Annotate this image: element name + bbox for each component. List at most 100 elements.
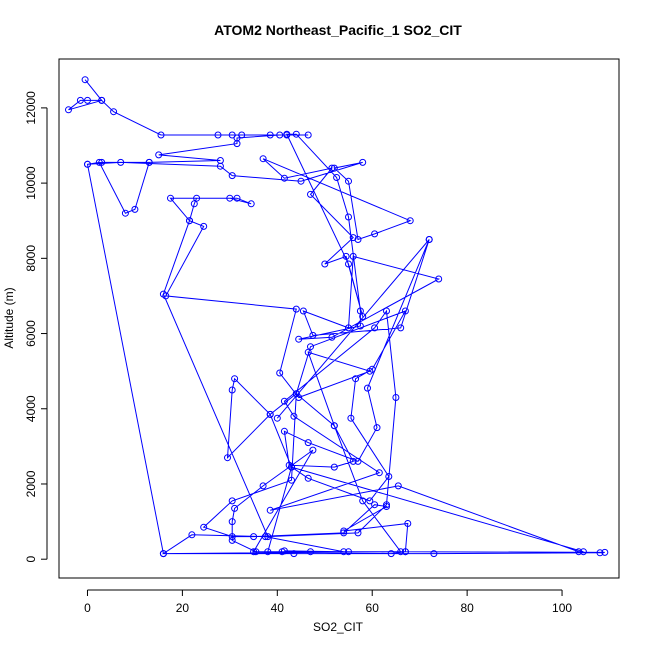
data-point — [425, 236, 433, 243]
data-point — [261, 533, 269, 541]
data-point — [345, 548, 352, 556]
y-tick-label: 0 — [24, 556, 38, 563]
data-point — [252, 548, 260, 556]
data-point — [290, 550, 298, 558]
data-point — [347, 414, 355, 422]
data-point — [259, 155, 267, 163]
data-point — [280, 547, 288, 555]
data-point — [359, 158, 367, 166]
data-point — [159, 550, 167, 558]
data-point — [76, 96, 84, 104]
data-point — [276, 131, 284, 139]
data-point — [65, 106, 72, 114]
data-point — [167, 194, 174, 202]
series — [65, 76, 609, 558]
series-line — [68, 79, 605, 555]
data-point — [283, 130, 291, 138]
data-point — [233, 194, 241, 202]
y-tick-label: 2000 — [24, 470, 38, 497]
data-point — [307, 190, 314, 198]
data-point — [228, 386, 236, 394]
data-point — [231, 504, 239, 512]
y-tick-label: 6000 — [24, 320, 38, 347]
data-point — [349, 234, 357, 242]
data-point — [110, 108, 118, 116]
data-point — [385, 473, 393, 480]
data-point — [280, 427, 288, 435]
data-point — [200, 222, 208, 230]
data-point — [280, 397, 288, 405]
data-point — [394, 482, 402, 490]
data-point — [596, 549, 604, 557]
data-point — [81, 76, 89, 84]
data-point — [397, 548, 405, 556]
data-point — [264, 533, 272, 541]
data-point — [375, 469, 383, 477]
data-point — [352, 375, 360, 383]
data-point — [292, 305, 300, 313]
data-point — [309, 331, 317, 339]
data-point — [200, 523, 208, 531]
y-axis-label: Altitude (m) — [2, 287, 16, 348]
data-point — [226, 194, 234, 202]
data-point — [233, 140, 241, 148]
data-point — [266, 506, 274, 514]
data-point — [288, 463, 295, 471]
data-point — [145, 158, 153, 166]
data-point — [401, 548, 409, 556]
data-point — [228, 172, 236, 180]
data-point — [266, 410, 274, 418]
data-point — [276, 369, 284, 377]
data-point — [345, 177, 352, 185]
data-point — [601, 548, 609, 556]
data-point — [162, 292, 170, 300]
data-point — [250, 533, 258, 541]
data-point — [330, 164, 338, 172]
data-point — [190, 200, 198, 208]
data-point — [273, 414, 281, 422]
y-axis: 0 2000 4000 6000 8000 10000 12000 — [24, 91, 48, 563]
data-point — [345, 260, 352, 268]
data-point — [117, 158, 125, 166]
data-point — [304, 439, 312, 447]
data-point — [356, 307, 364, 315]
data-point — [340, 548, 348, 556]
data-point — [98, 158, 106, 166]
data-point — [214, 131, 222, 139]
data-point — [333, 174, 341, 181]
data-point — [345, 324, 352, 332]
data-point — [228, 536, 236, 544]
data-point — [371, 230, 379, 238]
data-point — [364, 384, 371, 392]
data-point — [328, 164, 336, 172]
x-axis-label: SO2_CIT — [313, 620, 364, 634]
data-point — [295, 394, 303, 401]
data-point — [84, 160, 91, 168]
data-point — [188, 531, 196, 539]
data-point — [330, 463, 338, 471]
data-point — [304, 348, 312, 356]
data-point — [356, 322, 364, 330]
data-point — [292, 130, 300, 138]
data-point — [259, 482, 267, 490]
data-point — [342, 252, 350, 260]
y-tick-label: 8000 — [24, 245, 38, 272]
data-point — [285, 461, 293, 469]
data-point — [371, 324, 379, 332]
data-point — [266, 131, 274, 139]
data-point — [309, 446, 317, 454]
data-point — [299, 307, 307, 315]
data-point — [404, 520, 412, 527]
data-point — [406, 217, 414, 225]
data-point — [575, 548, 583, 556]
x-axis: 0 20 40 60 80 100 — [84, 589, 572, 615]
data-point — [354, 529, 362, 537]
data-point — [290, 412, 298, 420]
data-point — [216, 162, 224, 170]
data-point — [264, 548, 272, 556]
data-point — [345, 213, 352, 221]
data-point — [435, 275, 443, 283]
x-tick-label: 20 — [176, 601, 190, 615]
data-point — [297, 177, 305, 185]
